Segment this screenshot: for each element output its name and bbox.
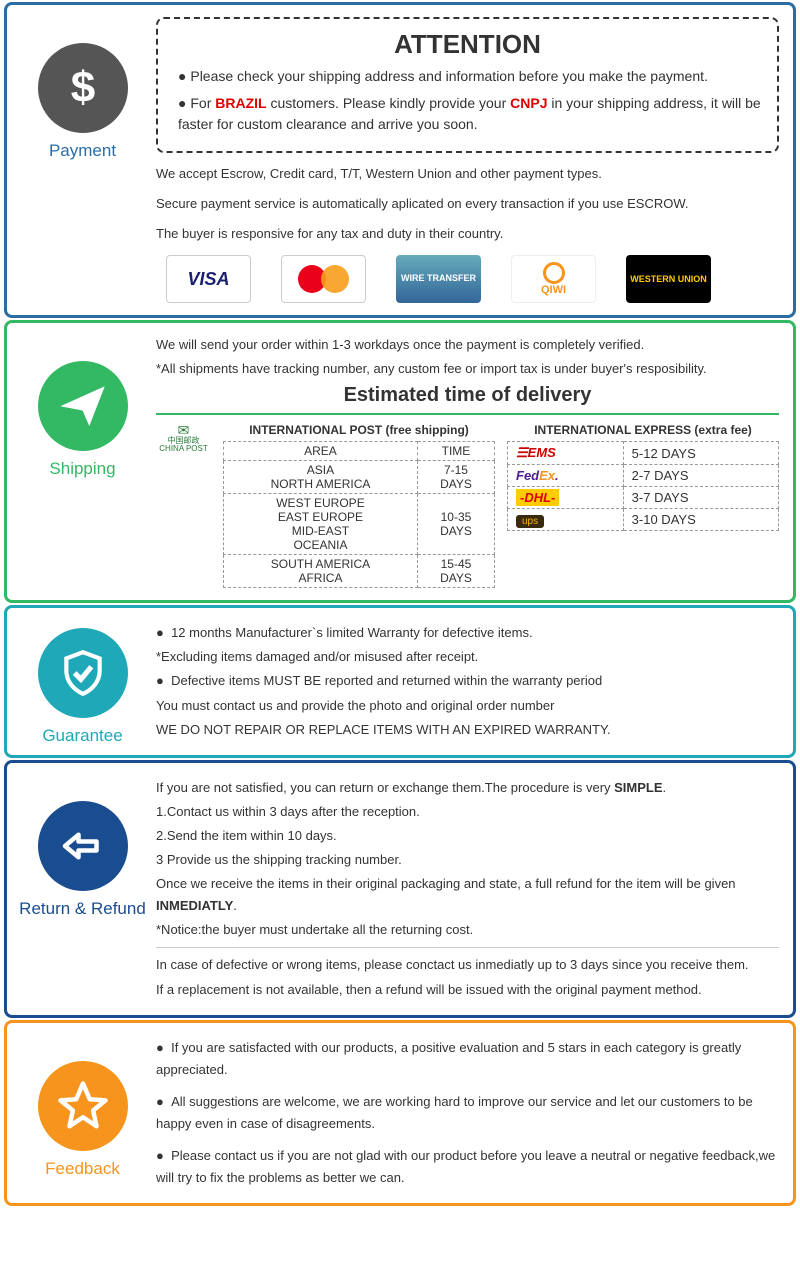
feedback-b3: ● Please contact us if you are not glad …	[156, 1145, 779, 1189]
return-arrow-icon	[38, 801, 128, 891]
attention-title: ATTENTION	[172, 29, 763, 60]
guarantee-iconcol: Guarantee	[15, 616, 150, 746]
feedback-label: Feedback	[15, 1159, 150, 1179]
shipping-text-1: We will send your order within 1-3 workd…	[156, 335, 779, 355]
return-s1: 1.Contact us within 3 days after the rec…	[156, 801, 779, 823]
return-t1: If you are not satisfied, you can return…	[156, 777, 779, 799]
star-icon	[38, 1061, 128, 1151]
express-table: ☰EMS5-12 DAYS FedEx.2-7 DAYS -DHL-3-7 DA…	[507, 441, 779, 531]
svg-text:$: $	[70, 64, 94, 112]
feedback-section: Feedback ● If you are satisfacted with o…	[4, 1020, 796, 1207]
ups-logo: ups	[508, 509, 624, 531]
post-table: AREATIME ASIA NORTH AMERICA7-15 DAYS WES…	[223, 441, 495, 588]
shipping-content: We will send your order within 1-3 workd…	[150, 331, 785, 592]
fedex-logo: FedEx.	[508, 465, 624, 487]
return-content: If you are not satisfied, you can return…	[150, 771, 785, 1007]
payment-text-1: We accept Escrow, Credit card, T/T, West…	[156, 163, 779, 185]
visa-logo: VISA	[166, 255, 251, 303]
payment-content: ATTENTION ● Please check your shipping a…	[150, 13, 785, 307]
green-divider	[156, 413, 779, 415]
payment-text-2: Secure payment service is automatically …	[156, 193, 779, 215]
payment-text-3: The buyer is responsive for any tax and …	[156, 223, 779, 245]
attention-box: ATTENTION ● Please check your shipping a…	[156, 17, 779, 153]
shipping-label: Shipping	[15, 459, 150, 479]
qiwi-logo: QIWI	[511, 255, 596, 303]
western-union-logo: WESTERN UNION	[626, 255, 711, 303]
feedback-content: ● If you are satisfacted with our produc…	[150, 1031, 785, 1196]
est-delivery-title: Estimated time of delivery	[156, 384, 779, 407]
feedback-b1: ● If you are satisfacted with our produc…	[156, 1037, 779, 1081]
ems-logo: ☰EMS	[508, 442, 624, 465]
dhl-logo: -DHL-	[508, 487, 624, 509]
shipping-iconcol: Shipping	[15, 331, 150, 479]
shield-check-icon	[38, 628, 128, 718]
guarantee-content: ● 12 months Manufacturer`s limited Warra…	[150, 616, 785, 746]
express-header: INTERNATIONAL EXPRESS (extra fee)	[507, 423, 779, 437]
guarantee-label: Guarantee	[15, 726, 150, 746]
return-t3: In case of defective or wrong items, ple…	[156, 954, 779, 976]
return-iconcol: Return & Refund	[15, 771, 150, 919]
feedback-b2: ● All suggestions are welcome, we are wo…	[156, 1091, 779, 1135]
intl-post-col: INTERNATIONAL POST (free shipping) AREAT…	[223, 423, 495, 588]
intl-express-col: INTERNATIONAL EXPRESS (extra fee) ☰EMS5-…	[507, 423, 779, 531]
payment-bullet-2: ● For BRAZIL customers. Please kindly pr…	[178, 93, 763, 135]
return-t4: If a replacement is not available, then …	[156, 979, 779, 1001]
return-t2: Once we receive the items in their origi…	[156, 873, 779, 917]
dollar-icon: $	[38, 43, 128, 133]
guarantee-b1sub: *Excluding items damaged and/or misused …	[156, 646, 779, 668]
mastercard-logo	[281, 255, 366, 303]
return-notice: *Notice:the buyer must undertake all the…	[156, 919, 779, 941]
shipping-section: Shipping We will send your order within …	[4, 320, 796, 603]
return-label: Return & Refund	[15, 899, 150, 919]
guarantee-b1: ● 12 months Manufacturer`s limited Warra…	[156, 622, 779, 644]
china-post-logo: ✉ 中国邮政 CHINA POST	[156, 423, 211, 453]
payment-section: $ Payment ATTENTION ● Please check your …	[4, 2, 796, 318]
wire-transfer-logo: WIRE TRANSFER	[396, 255, 481, 303]
shipping-tables: ✉ 中国邮政 CHINA POST INTERNATIONAL POST (fr…	[156, 423, 779, 588]
payment-label: Payment	[15, 141, 150, 161]
guarantee-b2a: You must contact us and provide the phot…	[156, 695, 779, 717]
feedback-iconcol: Feedback	[15, 1031, 150, 1179]
payment-bullet-1: ● Please check your shipping address and…	[178, 66, 763, 87]
post-header: INTERNATIONAL POST (free shipping)	[223, 423, 495, 437]
payment-logos: VISA WIRE TRANSFER QIWI WESTERN UNION	[156, 255, 779, 303]
return-s2: 2.Send the item within 10 days.	[156, 825, 779, 847]
guarantee-b2b: WE DO NOT REPAIR OR REPLACE ITEMS WITH A…	[156, 719, 779, 741]
paper-plane-icon	[38, 361, 128, 451]
shipping-text-2: *All shipments have tracking number, any…	[156, 359, 779, 379]
return-s3: 3 Provide us the shipping tracking numbe…	[156, 849, 779, 871]
guarantee-b2: ● Defective items MUST BE reported and r…	[156, 670, 779, 692]
return-section: Return & Refund If you are not satisfied…	[4, 760, 796, 1018]
payment-iconcol: $ Payment	[15, 13, 150, 161]
guarantee-section: Guarantee ● 12 months Manufacturer`s lim…	[4, 605, 796, 757]
